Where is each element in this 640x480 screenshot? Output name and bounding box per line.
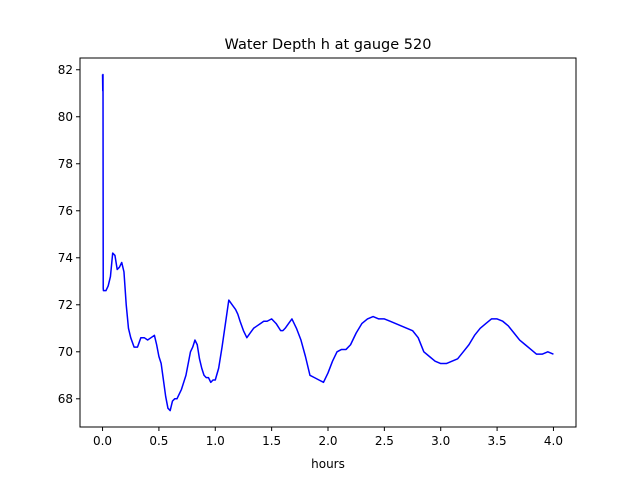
x-tick-label: 2.5 [375, 434, 394, 448]
y-tick-label: 76 [58, 204, 73, 218]
y-tick-label: 82 [58, 63, 73, 77]
x-tick-label: 0.0 [93, 434, 112, 448]
x-tick-label: 1.5 [262, 434, 281, 448]
y-tick-label: 74 [58, 251, 73, 265]
x-tick-label: 3.0 [431, 434, 450, 448]
chart-title: Water Depth h at gauge 520 [225, 37, 432, 53]
y-tick-label: 68 [58, 392, 73, 406]
y-tick-label: 72 [58, 298, 73, 312]
y-tick-label: 78 [58, 157, 73, 171]
y-tick-label: 80 [58, 110, 73, 124]
series-line-0 [101, 73, 554, 412]
x-tick-label: 2.0 [318, 434, 337, 448]
y-tick-label: 70 [58, 345, 73, 359]
x-tick-label: 4.0 [544, 434, 563, 448]
x-axis-label: hours [311, 457, 345, 471]
x-tick-label: 0.5 [149, 434, 168, 448]
x-tick-label: 1.0 [206, 434, 225, 448]
x-tick-label: 3.5 [488, 434, 507, 448]
